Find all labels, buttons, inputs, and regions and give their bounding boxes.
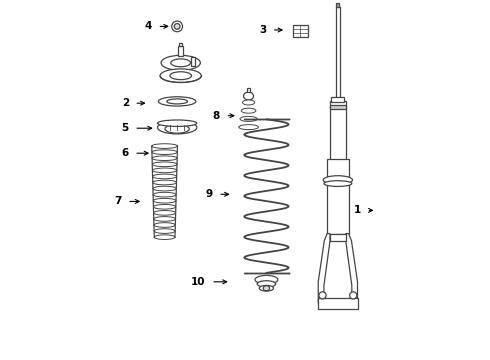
Ellipse shape: [158, 97, 196, 106]
Text: 10: 10: [191, 277, 206, 287]
Ellipse shape: [171, 59, 191, 67]
Ellipse shape: [153, 198, 176, 203]
Ellipse shape: [319, 292, 326, 299]
Ellipse shape: [157, 120, 197, 126]
Bar: [247, 88, 250, 93]
Bar: [330, 105, 346, 109]
Ellipse shape: [167, 99, 188, 104]
Ellipse shape: [153, 180, 176, 185]
Ellipse shape: [160, 69, 201, 82]
Ellipse shape: [165, 125, 189, 133]
Bar: [327, 158, 348, 234]
Ellipse shape: [153, 186, 176, 191]
Ellipse shape: [154, 217, 175, 221]
Ellipse shape: [350, 292, 357, 299]
Polygon shape: [318, 234, 330, 303]
Ellipse shape: [323, 176, 352, 184]
Text: 7: 7: [114, 197, 122, 206]
Ellipse shape: [239, 125, 258, 130]
Ellipse shape: [240, 116, 257, 121]
Text: 5: 5: [122, 123, 129, 133]
Ellipse shape: [255, 275, 278, 284]
Ellipse shape: [172, 21, 182, 32]
Bar: [192, 57, 195, 66]
Ellipse shape: [157, 121, 197, 134]
Ellipse shape: [241, 108, 256, 113]
Ellipse shape: [154, 229, 175, 233]
Ellipse shape: [152, 150, 177, 154]
Text: 2: 2: [122, 98, 129, 108]
Ellipse shape: [324, 181, 352, 186]
Ellipse shape: [153, 192, 176, 197]
Ellipse shape: [243, 100, 255, 105]
Bar: [327, 177, 348, 180]
Polygon shape: [346, 234, 358, 303]
Ellipse shape: [259, 285, 273, 291]
Ellipse shape: [174, 23, 180, 29]
Ellipse shape: [152, 168, 177, 173]
Bar: [336, 7, 340, 102]
Ellipse shape: [263, 286, 270, 291]
Text: 8: 8: [213, 111, 220, 121]
Bar: [179, 43, 182, 46]
Ellipse shape: [153, 204, 176, 209]
Ellipse shape: [152, 162, 177, 167]
Ellipse shape: [153, 211, 175, 215]
Bar: [337, 3, 339, 7]
Ellipse shape: [152, 144, 177, 148]
Text: 6: 6: [122, 148, 129, 158]
Ellipse shape: [154, 223, 175, 227]
Bar: [330, 234, 346, 241]
Text: 3: 3: [259, 25, 267, 35]
Text: 4: 4: [145, 21, 152, 31]
Bar: [178, 46, 183, 57]
Ellipse shape: [152, 156, 177, 161]
Ellipse shape: [154, 235, 175, 239]
Bar: [293, 24, 308, 37]
Ellipse shape: [161, 55, 200, 70]
Ellipse shape: [152, 174, 177, 179]
Bar: [318, 298, 358, 309]
Ellipse shape: [170, 72, 192, 80]
Ellipse shape: [244, 92, 253, 100]
Bar: [331, 97, 344, 102]
Text: 1: 1: [354, 205, 361, 215]
Ellipse shape: [257, 281, 276, 287]
Text: 9: 9: [206, 189, 213, 199]
Bar: [330, 102, 346, 160]
